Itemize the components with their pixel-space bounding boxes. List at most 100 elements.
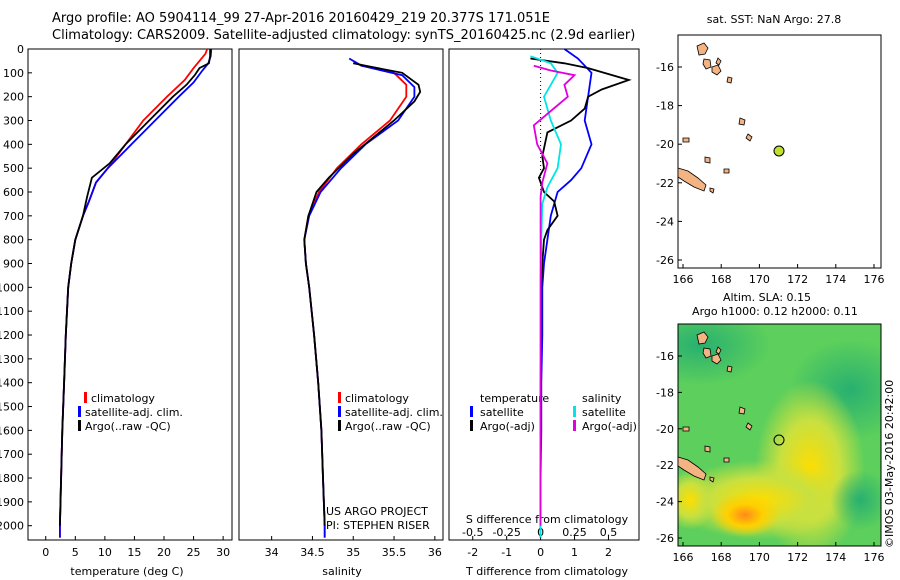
island-landmass [677,456,707,481]
depth-tick-label: 900 [3,258,24,271]
legend-label-satellite: satellite-adj. clim. [345,406,443,419]
island-landmass [696,331,709,345]
map-x-tick-label: 176 [864,273,885,286]
map-sst-title: sat. SST: NaN Argo: 27.8 [707,13,841,26]
x-tick-label: 35.5 [382,546,407,559]
depth-tick-label: 1700 [0,448,24,461]
legend-label-argo: Argo(..raw -QC) [85,420,171,433]
temperature-axis-label: temperature (deg C) [70,565,183,578]
island-landmass [715,346,722,355]
legend-label-argo: Argo(..raw -QC) [345,420,431,433]
depth-tick-label: 1900 [0,496,24,509]
map-x-tick-label: 172 [787,273,808,286]
map-y-tick-label: -16 [656,350,674,363]
s-tick-label: 0.25 [562,526,587,539]
series-line-climatology [303,60,408,538]
depth-tick-label: 1500 [0,401,24,414]
legend-label-satellite: satellite-adj. clim. [85,406,183,419]
island-landmass [709,187,715,194]
island-landmass [726,365,733,373]
x-tick-label: 15 [127,546,141,559]
x-tick-label: 36 [428,546,442,559]
map-y-tick-label: -20 [656,423,674,436]
map-y-tick-label: -26 [656,532,674,545]
legend-label-s-argo: Argo(-adj) [582,420,637,433]
depth-tick-label: 2000 [0,520,24,533]
chart-title-line1: Argo profile: AO 5904114_99 27-Apr-2016 … [52,11,550,26]
legend-swatch-argo [78,420,81,431]
x-tick-label: 25 [187,546,201,559]
map-x-tick-label: 166 [673,273,694,286]
depth-tick-label: 1300 [0,353,24,366]
series-line-climatology [59,48,209,538]
x-tick-label: 30 [216,546,230,559]
island-landmass [704,445,711,453]
series-line-argo-adj- [530,57,632,526]
depth-tick-label: 1800 [0,472,24,485]
pi-label: PI: STEPHEN RISER [326,519,430,532]
depth-tick-label: 500 [3,162,24,175]
island-landmass [682,426,690,432]
legend-swatch-satellite [338,406,341,417]
map-x-tick-label: 170 [749,551,770,564]
panel-temperature-frame [27,48,233,541]
x-tick-label: -1 [501,546,512,559]
series-line-argo-raw-qc- [59,49,212,526]
island-landmass [745,422,753,431]
map-sla-title2: Argo h1000: 0.12 h2000: 0.11 [692,305,858,318]
legend-swatch-s-argo [573,420,576,431]
series-line-argo-raw-qc- [303,62,422,526]
island-landmass [723,457,730,463]
map-x-tick-label: 166 [673,551,694,564]
x-tick-label: 20 [157,546,171,559]
map-sla-frame [677,323,882,547]
island-landmass [726,76,733,84]
map-y-tick-label: -16 [656,61,674,74]
depth-tick-label: 1100 [0,305,24,318]
legend-swatch-climatology [84,392,87,403]
legend-swatch-t-argo [470,420,473,431]
depth-tick-label: 200 [3,91,24,104]
island-landmass [682,137,690,143]
s-tick-label: -0.5 [462,526,483,539]
t-difference-axis-label: T difference from climatology [465,565,628,578]
legend-swatch-climatology [338,392,341,403]
argo-float-marker-sla [773,434,785,446]
map-sla-title1: Altim. SLA: 0.15 [723,291,811,304]
legend-label-climatology: climatology [345,392,409,405]
s-difference-axis-label: S difference from climatology [466,513,629,526]
island-landmass [715,57,722,66]
legend-label-t-argo: Argo(-adj) [480,420,535,433]
island-landmass [702,58,712,70]
map-y-tick-label: -22 [656,177,674,190]
x-tick-label: 1 [571,546,578,559]
series-line-satellite-adj-clim- [303,57,416,538]
map-y-tick-label: -26 [656,254,674,267]
map-y-tick-label: -18 [656,386,674,399]
s-tick-label: 0.5 [600,526,618,539]
depth-tick-label: 100 [3,67,24,80]
map-x-tick-label: 176 [864,551,885,564]
map-x-tick-label: 174 [825,273,846,286]
x-tick-label: 10 [98,546,112,559]
island-landmass [723,168,730,174]
map-x-tick-label: 168 [711,551,732,564]
x-tick-label: 34.5 [300,546,325,559]
panel-salinity-frame [238,48,444,541]
x-tick-label: 0 [42,546,49,559]
legend-salinity: climatology satellite-adj. clim. Argo(..… [338,392,443,433]
chart-title-line2: Climatology: CARS2009. Satellite-adjuste… [52,28,636,43]
salinity-axis-label: salinity [322,565,362,578]
project-label: US ARGO PROJECT [326,505,428,518]
x-tick-label: 35 [346,546,360,559]
island-landmass [745,133,753,142]
map-x-tick-label: 170 [749,273,770,286]
legend-difference: temperature satellite Argo(-adj) salinit… [470,392,637,433]
depth-tick-label: 1000 [0,281,24,294]
x-tick-label: 5 [72,546,79,559]
x-tick-label: 34 [265,546,279,559]
depth-tick-label: 1400 [0,377,24,390]
island-landmass [702,347,712,359]
panel-difference-frame [448,48,640,541]
